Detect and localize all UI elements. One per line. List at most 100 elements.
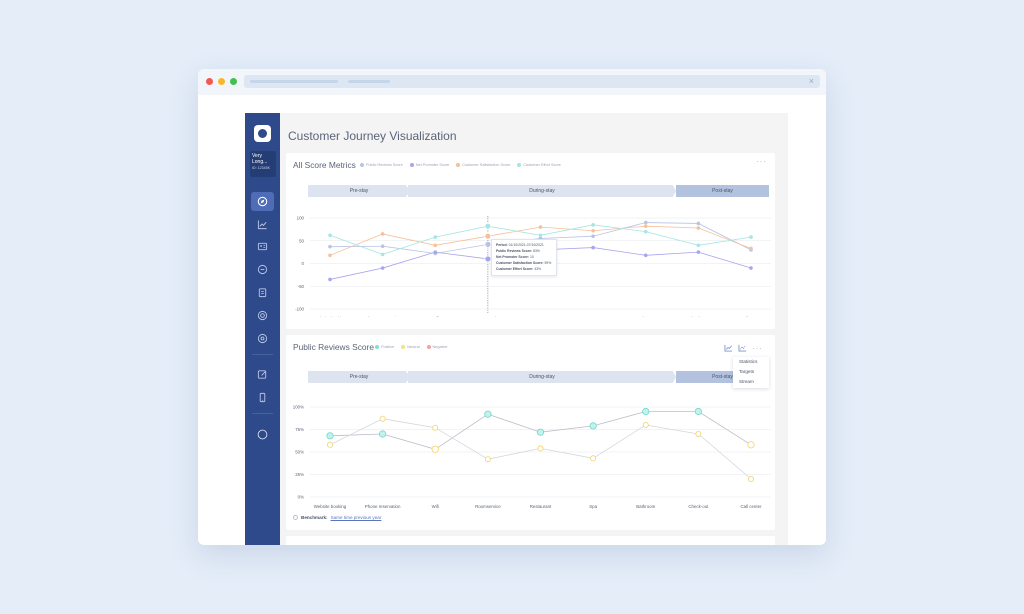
benchmark-label: Benchmark: xyxy=(301,515,328,520)
series-point xyxy=(484,240,492,248)
clear-address-icon[interactable]: × xyxy=(808,76,814,86)
series-point xyxy=(484,232,492,240)
legend-swatch xyxy=(517,163,522,167)
tooltip-period: Period: 01/10/2021-07/10/2021 xyxy=(496,243,544,247)
benchmark-point xyxy=(642,421,649,428)
close-window-button[interactable] xyxy=(206,78,213,85)
tooltip-public-reviews: Public Reviews Score: 83% xyxy=(496,249,540,253)
legend-swatch xyxy=(375,345,379,349)
y-tick-label: 0 xyxy=(302,261,305,266)
benchmark-toggle[interactable]: Benchmark: Same time previous year xyxy=(293,515,381,520)
x-tick-label: Call center xyxy=(741,504,763,509)
sidebar-item-tasks[interactable] xyxy=(251,283,274,302)
public-reviews-score-chart: 100% 75% 50% 25% 0% Website booking Phone rese… xyxy=(293,405,771,509)
series-point xyxy=(538,225,543,229)
page-title: Customer Journey Visualization xyxy=(288,129,457,143)
menu-item-statistics[interactable]: Statistics xyxy=(739,359,758,364)
sidebar-item-journey[interactable] xyxy=(251,192,274,211)
series-point xyxy=(328,244,332,249)
x-tick-label: Phone reservation xyxy=(365,316,401,317)
legend-item[interactable]: Positive xyxy=(375,345,394,349)
x-tick-label: Phone reservation xyxy=(365,504,401,509)
sidebar-item-mobile[interactable] xyxy=(251,388,274,407)
x-tick-label: Wifi xyxy=(432,504,439,509)
legend-item[interactable]: Public Reviews Score xyxy=(360,163,403,167)
legend-swatch xyxy=(456,163,461,167)
series-point xyxy=(643,229,648,234)
x-tick-label: Restaurant xyxy=(530,504,552,509)
legend-item[interactable]: Net Promoter Score xyxy=(409,163,449,167)
phase-during-stay: During-stay xyxy=(408,371,676,383)
series-point xyxy=(536,428,545,436)
tooltip-net-promoter: Net Promoter Score: 10 xyxy=(496,255,534,259)
series-point xyxy=(696,221,701,226)
series-point xyxy=(433,235,438,239)
series-point xyxy=(747,441,755,449)
address-placeholder-line xyxy=(348,80,390,83)
x-tick-label: Restaurant xyxy=(530,316,552,317)
data-tooltip: Period: 01/10/2021-07/10/2021 Public Rev… xyxy=(491,239,557,276)
legend-label: Negative xyxy=(432,345,448,349)
x-tick-label: Bathroom xyxy=(636,316,655,317)
sidebar-item-profiles[interactable] xyxy=(251,237,274,256)
legend-item[interactable]: Customer Effort Score xyxy=(517,163,561,167)
account-id: ID: 12345K xyxy=(252,166,270,170)
benchmark-point xyxy=(379,415,386,422)
series-point xyxy=(643,253,648,258)
benchmark-link[interactable]: Same time previous year xyxy=(330,515,382,520)
legend-item[interactable]: Negative xyxy=(426,345,448,349)
benchmark-point xyxy=(747,476,754,483)
sidebar-item-profile[interactable] xyxy=(251,425,274,444)
y-tick-label: 0% xyxy=(298,495,304,500)
more-options-icon[interactable]: ··· xyxy=(752,344,763,353)
series-point xyxy=(328,277,332,282)
series-point xyxy=(696,243,701,248)
menu-item-stream[interactable]: Stream xyxy=(739,379,754,384)
series-point xyxy=(696,250,701,254)
menu-item-targets[interactable]: Targets xyxy=(739,369,755,374)
sidebar-item-messages[interactable] xyxy=(251,260,274,279)
benchmark-radio[interactable] xyxy=(293,515,298,520)
legend-item[interactable]: Neutral xyxy=(401,345,420,349)
minimize-window-button[interactable] xyxy=(218,78,225,85)
series-point xyxy=(379,430,387,438)
series-point xyxy=(694,407,702,416)
y-tick-label: 50% xyxy=(295,450,304,455)
phase-during-stay: During-stay xyxy=(408,185,676,197)
account-switcher[interactable]: Very Long... ID: 12345K xyxy=(250,151,276,177)
id-card-icon xyxy=(257,242,268,251)
series-point xyxy=(538,233,543,238)
benchmark-point xyxy=(432,424,439,431)
address-bar[interactable]: × xyxy=(244,75,820,88)
sidebar-item-notes[interactable] xyxy=(251,365,274,384)
y-tick-label: 100 xyxy=(297,216,305,221)
x-tick-label: Wifi xyxy=(432,316,439,317)
series-point xyxy=(643,224,648,228)
target-icon xyxy=(257,310,268,321)
phase-post-stay: Post-stay xyxy=(676,185,769,197)
benchmark-point xyxy=(695,431,702,438)
benchmark-point xyxy=(590,455,597,462)
line-chart-icon[interactable] xyxy=(724,344,733,352)
legend-item[interactable]: Customer Satisfaction Score xyxy=(456,163,510,167)
edit-icon xyxy=(257,370,267,379)
legend-swatch xyxy=(409,163,414,167)
compass-icon xyxy=(257,196,268,207)
series-point xyxy=(433,250,438,254)
y-tick-label: 100% xyxy=(293,405,304,410)
logo[interactable] xyxy=(254,125,271,142)
series-point xyxy=(749,235,753,239)
sidebar-item-goals[interactable] xyxy=(251,306,274,325)
sidebar-item-trends[interactable] xyxy=(251,215,274,234)
maximize-window-button[interactable] xyxy=(230,78,237,85)
series-point xyxy=(380,232,385,236)
series-point xyxy=(484,255,492,263)
x-tick-label: Website booking xyxy=(314,316,347,317)
benchmark-chart-icon[interactable] xyxy=(738,344,747,352)
sidebar-item-settings[interactable] xyxy=(251,329,274,348)
phase-pre-stay: Pre-stay xyxy=(308,371,410,383)
series-point xyxy=(642,407,650,416)
more-options-icon[interactable]: ··· xyxy=(756,157,767,166)
legend-label: Public Reviews Score xyxy=(366,163,403,167)
x-tick-label: Spa xyxy=(589,316,597,317)
